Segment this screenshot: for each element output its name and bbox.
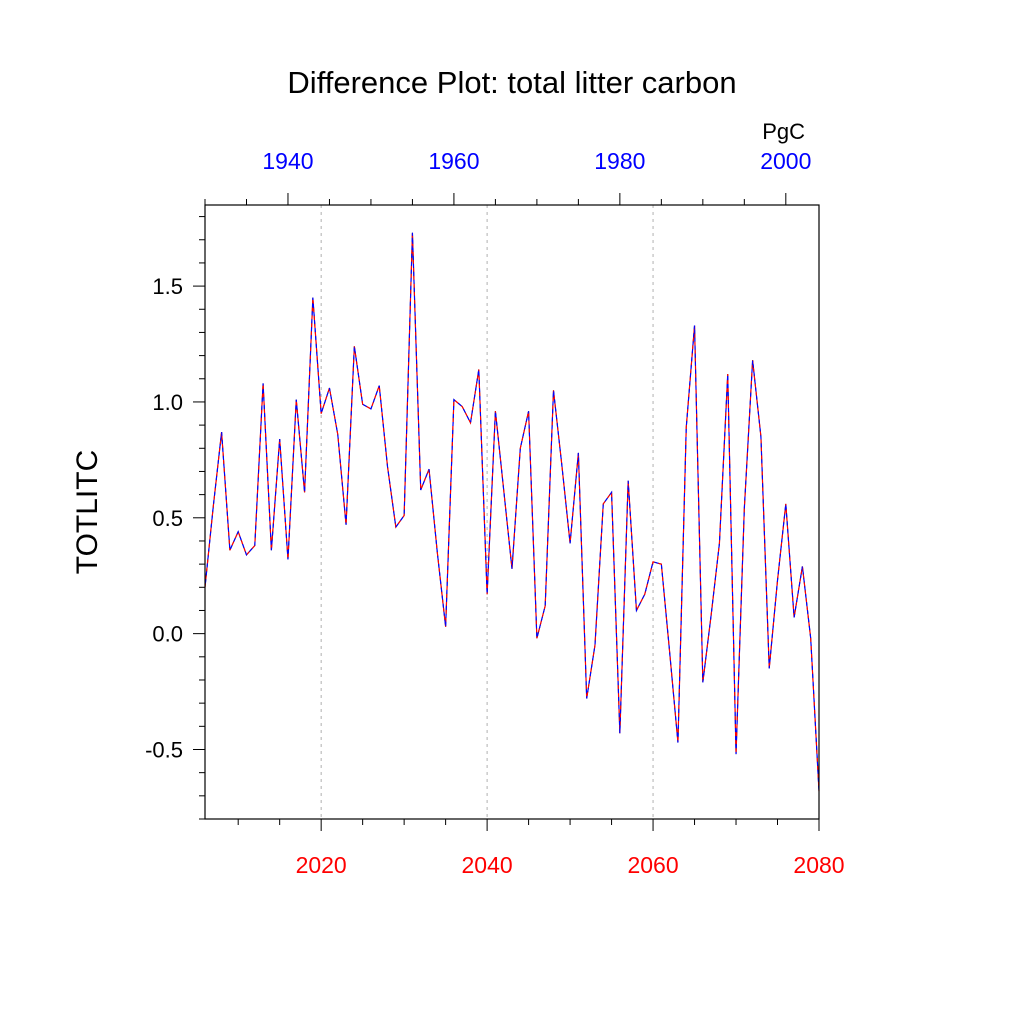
y-tick-label: 0.5 <box>152 506 183 531</box>
axis-tick-labels: -0.5 0.0 0.5 1.0 1.5 2020 2040 2060 2080 1940 1960… <box>145 148 845 878</box>
data-series <box>204 232 820 792</box>
top-x-tick-label: 1980 <box>594 148 645 174</box>
bottom-x-tick-label: 2020 <box>296 852 347 878</box>
y-axis-label: TOTLITC <box>71 450 104 574</box>
y-tick-label: -0.5 <box>145 737 183 762</box>
units-label: PgC <box>762 119 805 144</box>
top-x-tick-label: 2000 <box>760 148 811 174</box>
y-tick-label: 1.5 <box>152 274 183 299</box>
gridlines <box>320 205 654 819</box>
series-line-dashed-blue <box>204 232 820 792</box>
y-tick-label: 1.0 <box>152 390 183 415</box>
top-x-tick-label: 1960 <box>428 148 479 174</box>
series-line-dashed-red <box>204 232 820 792</box>
bottom-x-tick-label: 2060 <box>627 852 678 878</box>
plot-frame <box>204 204 820 820</box>
axis-ticks <box>193 193 820 831</box>
chart-title: Difference Plot: total litter carbon <box>287 65 736 100</box>
bottom-x-tick-label: 2040 <box>462 852 513 878</box>
series-line-solid <box>204 232 820 792</box>
y-tick-label: 0.0 <box>152 622 183 647</box>
bottom-x-tick-label: 2080 <box>793 852 844 878</box>
top-x-tick-label: 1940 <box>262 148 313 174</box>
